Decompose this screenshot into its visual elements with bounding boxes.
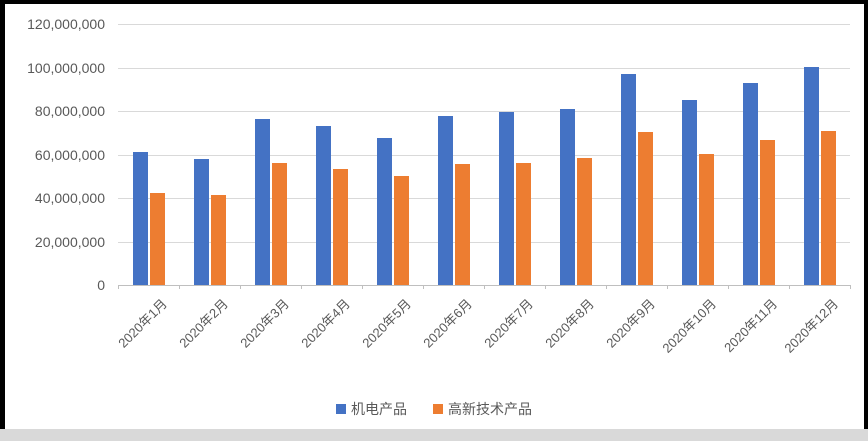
x-axis-tick	[240, 285, 241, 289]
window-edge-left	[0, 0, 5, 429]
y-axis-tick-label: 120,000,000	[27, 16, 105, 32]
x-axis-category-label: 2020年10月	[659, 296, 720, 356]
legend-item: 高新技术产品	[433, 399, 532, 419]
bar-series2-8	[576, 158, 592, 285]
x-axis-category-label: 2020年4月	[298, 296, 354, 351]
x-axis-category-label: 2020年2月	[176, 296, 232, 351]
x-axis-tick	[545, 285, 546, 289]
x-axis-category-label: 2020年7月	[481, 296, 537, 351]
y-axis-tick-label: 0	[97, 277, 105, 293]
bar-series1-10	[681, 100, 697, 285]
bar-series2-7	[515, 163, 531, 285]
legend-label: 高新技术产品	[448, 401, 532, 417]
y-axis-tick-label: 20,000,000	[34, 233, 105, 250]
y-axis-tick-label: 80,000,000	[34, 103, 105, 119]
bar-series1-7	[498, 112, 514, 285]
window-edge-bottom	[0, 429, 868, 441]
bar-series2-1	[149, 193, 165, 285]
bar-series1-4	[315, 126, 331, 285]
bar-series2-10	[698, 154, 714, 285]
x-axis-tick	[118, 285, 119, 289]
x-axis-category-label: 2020年5月	[359, 296, 415, 351]
x-axis-category-label: 2020年8月	[542, 296, 598, 351]
bar-series2-9	[637, 132, 653, 285]
bar-series2-3	[271, 163, 287, 285]
bar-series2-6	[454, 164, 470, 285]
bar-series1-3	[254, 119, 270, 285]
bar-series1-6	[437, 116, 453, 285]
bar-series1-9	[620, 74, 636, 285]
bar-series1-11	[742, 83, 758, 285]
x-axis-category-label: 2020年3月	[237, 296, 293, 351]
bar-chart: 0 20,000,000 40,000,000 60,000,000 80,000,00…	[0, 16, 868, 419]
window-edge-top	[0, 0, 868, 4]
legend-label: 机电产品	[351, 401, 407, 417]
bar-series1-8	[559, 109, 575, 285]
x-axis-category-label: 2020年6月	[420, 296, 476, 351]
bar-series1-1	[132, 152, 148, 285]
x-axis-tick	[362, 285, 363, 289]
y-axis-tick-label: 100,000,000	[27, 59, 105, 76]
x-axis-tick	[606, 285, 607, 289]
x-axis-tick	[667, 285, 668, 289]
bar-series2-4	[332, 169, 348, 285]
y-gridline	[118, 241, 850, 243]
bar-series1-12	[803, 67, 819, 285]
bar-series2-2	[210, 195, 226, 285]
legend: 机电产品 高新技术产品	[0, 399, 868, 419]
bar-series2-12	[820, 131, 836, 285]
x-axis-tick	[301, 285, 302, 289]
y-gridline	[118, 67, 850, 69]
y-gridline	[118, 24, 850, 25]
x-axis-category-label: 2020年11月	[721, 296, 781, 356]
x-axis-tick	[484, 285, 485, 289]
legend-swatch-icon	[336, 404, 346, 414]
y-gridline	[118, 111, 850, 112]
bar-series2-5	[393, 176, 409, 285]
x-axis-tick	[728, 285, 729, 289]
y-axis-tick-label: 40,000,000	[34, 190, 105, 206]
y-gridline	[118, 154, 850, 156]
x-axis-category-label: 2020年9月	[603, 296, 659, 351]
window-edge-right	[864, 0, 868, 429]
bar-series1-5	[376, 138, 392, 285]
x-axis-tick	[179, 285, 180, 289]
legend-item: 机电产品	[336, 399, 407, 419]
legend-swatch-icon	[433, 404, 443, 414]
x-axis-category-label: 2020年12月	[781, 296, 842, 356]
x-axis-category-label: 2020年1月	[115, 296, 171, 351]
x-axis-tick	[423, 285, 424, 289]
bar-series2-11	[759, 140, 775, 285]
bar-series1-2	[193, 159, 209, 285]
y-gridline	[118, 198, 850, 199]
x-axis-tick	[789, 285, 790, 289]
x-axis-tick	[850, 285, 851, 289]
y-axis-tick-label: 60,000,000	[34, 146, 105, 163]
